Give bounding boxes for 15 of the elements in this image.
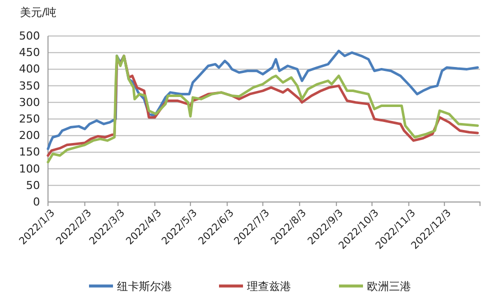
legend-label: 欧洲三港 (367, 280, 411, 293)
legend-label: 理查兹港 (247, 280, 291, 293)
y-tick-label: 100 (19, 162, 40, 176)
y-tick-label: 350 (19, 79, 40, 92)
y-tick-label: 400 (19, 62, 40, 76)
y-tick-label: 250 (19, 112, 40, 126)
y-axis-title: 美元/吨 (20, 6, 57, 19)
y-tick-label: 0 (33, 196, 40, 209)
y-tick-label: 150 (19, 146, 40, 159)
legend-label: 纽卡斯尔港 (117, 280, 172, 293)
y-tick-label: 200 (19, 129, 40, 142)
y-tick-label: 50 (26, 178, 40, 192)
y-tick-label: 300 (19, 96, 40, 109)
y-tick-label: 500 (19, 30, 40, 43)
y-tick-label: 450 (19, 46, 40, 60)
